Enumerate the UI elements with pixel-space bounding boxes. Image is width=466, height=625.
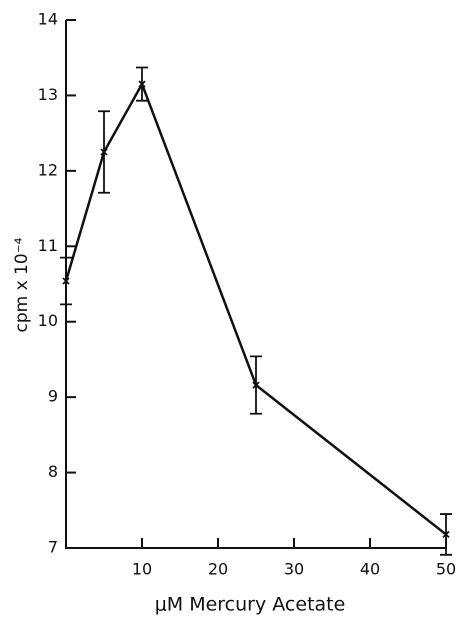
y-tick-label: 8 [48,462,58,481]
x-tick-label: 10 [132,560,152,579]
y-tick-label: 11 [38,236,58,255]
data-point [100,148,108,156]
x-tick-label: 20 [208,560,228,579]
y-tick-label: 12 [38,160,58,179]
data-point [252,381,260,389]
y-tick-label: 7 [48,538,58,557]
y-axis-label: cpm x 10⁻⁴ [12,237,32,332]
y-tick-label: 9 [48,387,58,406]
y-tick-label: 10 [38,311,58,330]
x-tick-label: 40 [360,560,380,579]
data-point [62,277,70,285]
data-point [138,80,146,88]
y-tick-label: 14 [38,10,58,29]
y-tick-label: 13 [38,85,58,104]
data-point [442,530,450,539]
axes [65,20,446,549]
x-tick-label: 50 [436,560,456,579]
x-axis-label: μM Mercury Acetate [155,594,346,616]
data-line [64,81,447,536]
x-tick-label: 30 [284,560,304,579]
